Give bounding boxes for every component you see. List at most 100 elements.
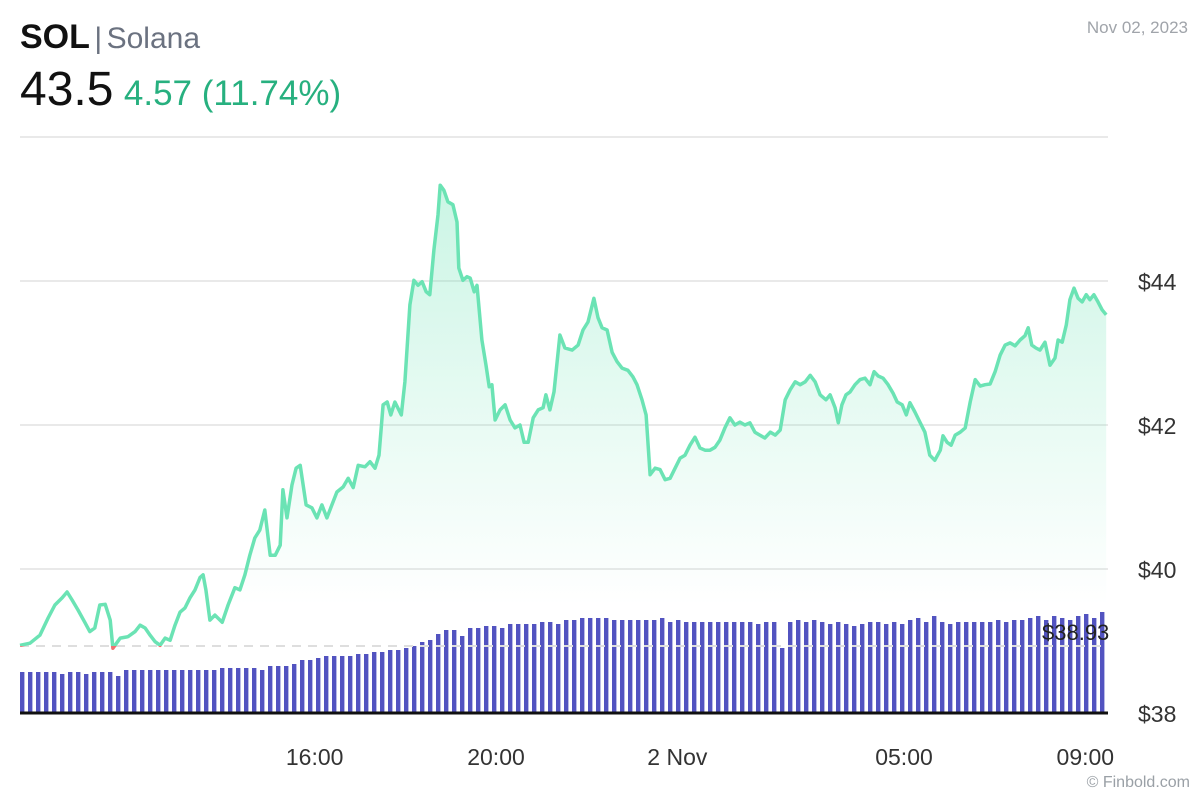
volume-bar — [100, 672, 105, 713]
volume-bar — [1028, 618, 1033, 713]
volume-bar — [764, 622, 769, 713]
volume-bar — [572, 620, 577, 713]
volume-bar — [380, 652, 385, 713]
volume-bar — [836, 622, 841, 713]
volume-bar — [188, 670, 193, 713]
volume-bar — [348, 656, 353, 713]
price-row: 43.5 4.57 (11.74%) — [20, 62, 341, 117]
volume-bar — [76, 672, 81, 713]
volume-bar — [420, 642, 425, 713]
baseline-label: $38.93 — [1042, 620, 1109, 645]
volume-bar — [60, 674, 65, 713]
volume-bar — [684, 622, 689, 713]
volume-bar — [524, 624, 529, 713]
volume-bar — [276, 666, 281, 713]
volume-bar — [132, 670, 137, 713]
volume-bar — [492, 626, 497, 713]
volume-bar — [428, 640, 433, 713]
volume-bar — [956, 622, 961, 713]
volume-bar — [932, 616, 937, 713]
volume-bar — [628, 620, 633, 713]
volume-bar — [724, 622, 729, 713]
volume-bar — [236, 668, 241, 713]
volume-bar — [788, 622, 793, 713]
volume-bar — [892, 622, 897, 713]
volume-bar — [668, 622, 673, 713]
volume-bar — [460, 636, 465, 713]
y-tick-label: $44 — [1138, 269, 1177, 295]
volume-bar — [556, 624, 561, 713]
volume-bar — [196, 670, 201, 713]
volume-bar — [676, 620, 681, 713]
volume-bar — [364, 654, 369, 713]
volume-bar — [28, 672, 33, 713]
x-tick-label: 09:00 — [1057, 744, 1115, 770]
volume-bar — [828, 624, 833, 713]
volume-bar — [340, 656, 345, 713]
volume-bar — [164, 670, 169, 713]
volume-bar — [612, 620, 617, 713]
chart-date: Nov 02, 2023 — [1086, 18, 1188, 37]
volume-bar — [68, 672, 73, 713]
volume-bar — [716, 622, 721, 713]
volume-bar — [940, 622, 945, 713]
volume-bar — [708, 622, 713, 713]
volume-bar — [172, 670, 177, 713]
volume-bar — [244, 668, 249, 713]
volume-bar — [908, 620, 913, 713]
volume-bar — [1012, 620, 1017, 713]
volume-bar — [1036, 616, 1041, 713]
y-tick-label: $42 — [1138, 413, 1176, 439]
volume-bar — [868, 622, 873, 713]
asset-name: Solana — [106, 22, 201, 55]
volume-bar — [308, 660, 313, 713]
volume-bar — [500, 628, 505, 713]
volume-bar — [268, 666, 273, 713]
volume-bar — [820, 622, 825, 713]
ticker-symbol: SOL — [20, 18, 90, 56]
volume-bar — [644, 620, 649, 713]
volume-bar — [780, 648, 785, 713]
volume-bar — [252, 668, 257, 713]
volume-bar — [476, 628, 481, 713]
volume-bar — [52, 672, 57, 713]
volume-bar — [884, 624, 889, 713]
volume-bar — [924, 622, 929, 713]
volume-bar — [484, 626, 489, 713]
volume-bar — [20, 672, 25, 713]
volume-bar — [772, 622, 777, 713]
volume-bar — [108, 672, 113, 713]
volume-bar — [1060, 618, 1065, 713]
volume-bar — [796, 620, 801, 713]
volume-bar — [300, 660, 305, 713]
volume-bar — [860, 624, 865, 713]
volume-bar — [1100, 612, 1105, 713]
volume-bar — [652, 620, 657, 713]
volume-bar — [284, 666, 289, 713]
volume-bar — [412, 646, 417, 713]
price-line — [19, 183, 1108, 647]
volume-bar — [972, 622, 977, 713]
volume-bar — [1084, 614, 1089, 713]
volume-bar — [436, 634, 441, 713]
volume-bar — [404, 648, 409, 713]
volume-bar — [1092, 618, 1097, 713]
volume-bar — [700, 622, 705, 713]
finbold-credit: © Finbold.com — [1086, 774, 1190, 791]
volume-bar — [84, 674, 89, 713]
volume-bar — [980, 622, 985, 713]
volume-bar — [916, 618, 921, 713]
volume-bar — [532, 624, 537, 713]
volume-bar — [356, 654, 361, 713]
volume-bar — [180, 670, 185, 713]
volume-bar — [148, 670, 153, 713]
volume-bar — [1052, 616, 1057, 713]
price-change: 4.57 (11.74%) — [123, 74, 342, 113]
volume-bar — [212, 670, 217, 713]
volume-bar — [948, 624, 953, 713]
volume-bar — [692, 622, 697, 713]
title-separator: | — [94, 22, 103, 55]
volume-bar — [748, 622, 753, 713]
volume-bar — [636, 620, 641, 713]
